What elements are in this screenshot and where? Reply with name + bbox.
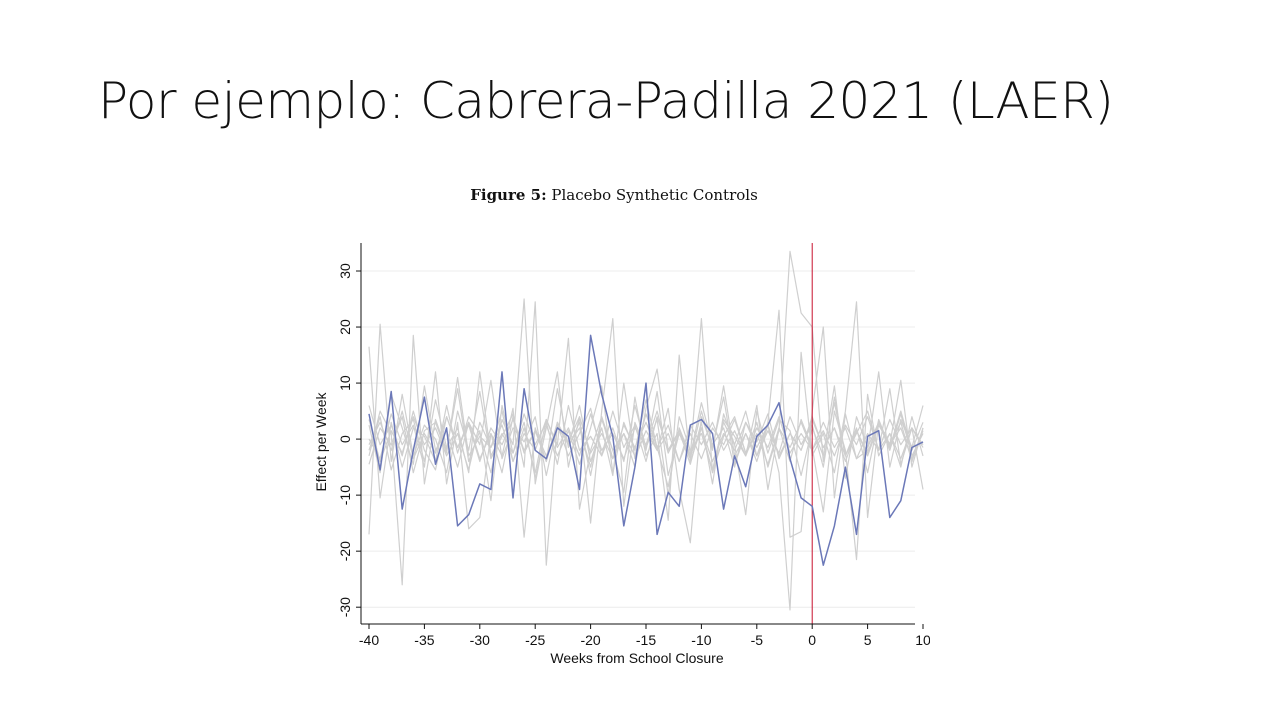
x-tick-label: 0 xyxy=(808,632,816,648)
y-tick-label: 10 xyxy=(337,375,353,391)
placebo-line xyxy=(368,301,924,611)
x-tick-label: -15 xyxy=(636,632,656,648)
y-tick-label: -20 xyxy=(337,541,353,561)
placebo-line xyxy=(368,354,924,561)
x-tick-label: -35 xyxy=(414,632,434,648)
placebo-chart: -30 -20 -10 0 10 20 30 -40 -35 -30 -25 -20 -15 -10 -5 0… xyxy=(313,243,930,666)
x-tick-label: 5 xyxy=(864,632,872,648)
placebo-line xyxy=(368,410,924,471)
axes: -30 -20 -10 0 10 20 30 -40 -35 -30 -25 -20 -15 -10 -5 0… xyxy=(337,243,930,648)
x-tick-label: -5 xyxy=(751,632,764,648)
placebo-line xyxy=(368,410,924,463)
placebo-line xyxy=(368,379,924,496)
slide-title: Por ejemplo: Cabrera-Padilla 2021 (LAER) xyxy=(98,72,1114,130)
x-tick-label: 10 xyxy=(915,632,930,648)
y-tick-label: 30 xyxy=(337,263,353,279)
placebo-lines xyxy=(368,250,924,611)
x-tick-label: -30 xyxy=(470,632,490,648)
y-tick-label: 20 xyxy=(337,319,353,335)
figure-caption: Figure 5: Placebo Synthetic Controls xyxy=(0,186,1228,204)
x-tick-label: -40 xyxy=(359,632,379,648)
x-axis-label: Weeks from School Closure xyxy=(550,650,723,666)
figure-caption-text: Placebo Synthetic Controls xyxy=(551,186,758,204)
x-tick-label: -10 xyxy=(691,632,711,648)
treated-line-group xyxy=(368,243,924,624)
x-tick-label: -20 xyxy=(580,632,600,648)
y-axis-label: Effect per Week xyxy=(313,391,329,491)
y-tick-label: 0 xyxy=(337,435,353,443)
y-tick-label: -30 xyxy=(337,597,353,617)
y-tick-label: -10 xyxy=(337,485,353,505)
figure-label: Figure 5: xyxy=(470,186,547,204)
placebo-line xyxy=(368,337,924,516)
grid-layer xyxy=(361,270,915,608)
treated-line xyxy=(368,334,924,566)
x-tick-label: -25 xyxy=(525,632,545,648)
